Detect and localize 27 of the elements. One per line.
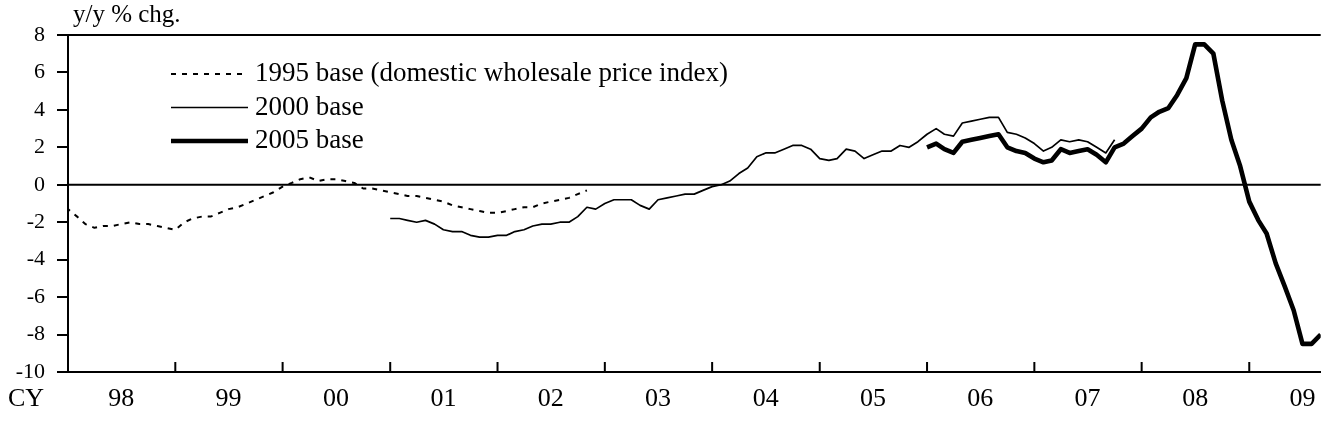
legend-label: 2000 base <box>255 90 364 121</box>
y-axis-title: y/y % chg. <box>73 0 181 27</box>
y-tick-label: -4 <box>26 245 45 271</box>
x-tick-label: 98 <box>108 383 135 413</box>
x-axis-title: CY <box>8 383 45 413</box>
x-tick-label: 03 <box>645 383 672 413</box>
x-tick-label: 02 <box>537 383 564 413</box>
y-tick-label: -10 <box>15 357 45 383</box>
y-tick-label: -6 <box>26 282 45 308</box>
x-tick-label: 01 <box>430 383 457 413</box>
legend-label: 2005 base <box>255 124 364 155</box>
x-tick-label: 04 <box>752 383 779 413</box>
y-tick-label: 6 <box>34 58 45 84</box>
x-tick-label: 06 <box>967 383 994 413</box>
y-tick-label: -2 <box>26 208 45 233</box>
legend-label: 1995 base (domestic wholesale price index) <box>255 57 729 88</box>
y-tick-label: 8 <box>34 20 45 46</box>
y-tick-label: 4 <box>34 95 45 121</box>
y-tick-label: 0 <box>34 170 45 196</box>
y-tick-label: 2 <box>34 133 45 159</box>
y-tick-label: -8 <box>26 320 45 346</box>
x-tick-label: 00 <box>323 383 350 413</box>
x-tick-label: 07 <box>1074 383 1101 413</box>
x-tick-label: 09 <box>1289 383 1316 413</box>
x-tick-label: 08 <box>1182 383 1209 413</box>
x-tick-label: 05 <box>859 383 886 413</box>
x-tick-label: 99 <box>215 383 242 413</box>
